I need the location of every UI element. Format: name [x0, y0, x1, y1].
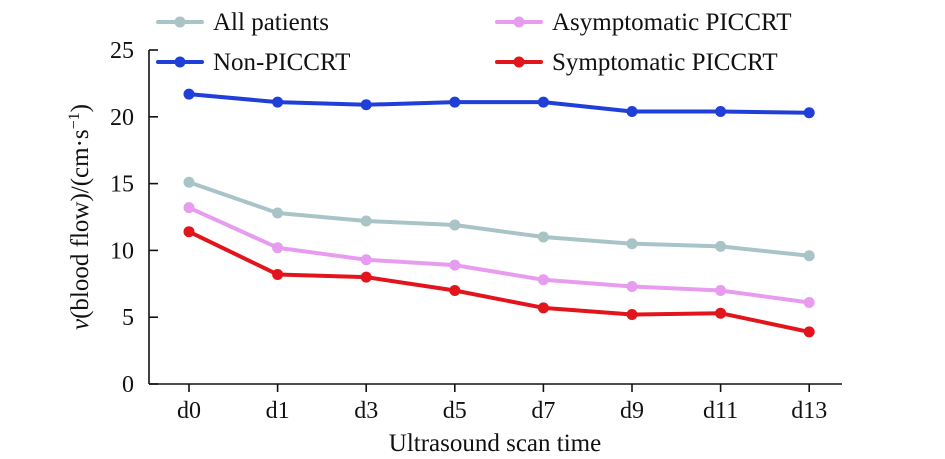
- data-point: [715, 307, 727, 319]
- data-point: [272, 268, 284, 280]
- y-tick-label: 0: [122, 372, 134, 398]
- x-tick-label: d3: [354, 398, 378, 424]
- data-point: [360, 254, 372, 266]
- data-point: [715, 105, 727, 117]
- data-point: [715, 240, 727, 252]
- legend-label: Non-PICCRT: [213, 49, 350, 76]
- data-point: [537, 274, 549, 286]
- data-point: [183, 176, 195, 188]
- data-point: [183, 226, 195, 238]
- data-point: [626, 105, 638, 117]
- series-line: [187, 92, 812, 115]
- y-axis-title: v(blood flow)/(cm·s−1): [66, 104, 94, 330]
- axes: [148, 50, 842, 385]
- data-point: [272, 207, 284, 219]
- legend-item: Symptomatic PICCRT: [495, 49, 778, 76]
- y-axis-title-variable: v: [67, 318, 94, 330]
- y-tick-label: 25: [110, 38, 134, 64]
- y-axis-title-end: ): [67, 104, 94, 112]
- legend-swatch-marker: [174, 56, 186, 68]
- y-tick-label: 15: [110, 172, 134, 198]
- x-tick-label: d5: [443, 398, 467, 424]
- data-point: [537, 231, 549, 243]
- x-tick-label: d7: [531, 398, 555, 424]
- data-point: [803, 250, 815, 262]
- series-line: [187, 180, 812, 258]
- data-point: [360, 99, 372, 111]
- x-tick-label: d9: [620, 398, 644, 424]
- x-axis-title: Ultrasound scan time: [389, 430, 601, 457]
- data-point: [183, 202, 195, 214]
- series-line: [187, 205, 812, 305]
- series-3: [183, 226, 815, 338]
- x-tick-label: d11: [703, 398, 738, 424]
- data-point: [360, 215, 372, 227]
- series-0: [183, 176, 815, 262]
- y-ticks: 0 5 10 15 20 25: [110, 38, 158, 398]
- data-point: [803, 297, 815, 309]
- legend: All patients Non-PICCRT Asymptomatic PICCR…: [156, 9, 791, 76]
- data-point: [360, 271, 372, 283]
- x-ticks: d0 d1 d3 d5 d7 d9 d11 d13: [177, 384, 827, 424]
- series-group: [183, 88, 815, 338]
- data-point: [449, 219, 461, 231]
- y-tick-label: 10: [110, 238, 134, 264]
- legend-label: Symptomatic PICCRT: [552, 49, 778, 76]
- y-axis-title-exponent: −1: [66, 112, 83, 129]
- legend-item: Non-PICCRT: [156, 49, 350, 76]
- y-tick-label: 20: [110, 105, 134, 131]
- data-point: [803, 326, 815, 338]
- y-axis-title-main: (blood flow)/(cm·s: [67, 129, 94, 319]
- data-point: [272, 96, 284, 108]
- legend-swatch-marker: [513, 16, 525, 28]
- legend-swatch-marker: [174, 16, 186, 28]
- data-point: [537, 96, 549, 108]
- data-point: [803, 107, 815, 119]
- series-2: [183, 202, 815, 309]
- data-point: [449, 259, 461, 271]
- legend-item: Asymptomatic PICCRT: [495, 9, 791, 36]
- series-line: [187, 229, 812, 334]
- data-point: [537, 302, 549, 314]
- x-tick-label: d0: [177, 398, 201, 424]
- data-point: [272, 242, 284, 254]
- data-point: [183, 88, 195, 100]
- legend-swatch-marker: [513, 56, 525, 68]
- data-point: [449, 284, 461, 296]
- x-tick-label: d13: [791, 398, 827, 424]
- y-tick-label: 5: [122, 305, 134, 331]
- data-point: [449, 96, 461, 108]
- x-tick-label: d1: [266, 398, 290, 424]
- legend-item: All patients: [156, 9, 329, 36]
- legend-label: Asymptomatic PICCRT: [552, 9, 791, 36]
- series-1: [183, 88, 815, 119]
- data-point: [626, 280, 638, 292]
- data-point: [626, 309, 638, 321]
- data-point: [626, 238, 638, 250]
- data-point: [715, 284, 727, 296]
- legend-label: All patients: [213, 9, 329, 36]
